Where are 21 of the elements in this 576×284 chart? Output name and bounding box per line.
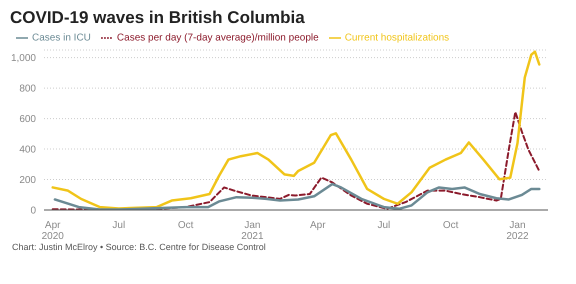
y-tick-label: 800 — [19, 84, 36, 95]
x-tick-label: Apr 2020 — [42, 220, 64, 242]
x-tick-label: Jul — [377, 220, 390, 231]
y-tick-label: 600 — [19, 114, 36, 126]
x-tick-label: Apr — [310, 220, 326, 231]
text: Chart: Justin McElroy • Source: B.C. Centre for Disease Control — [12, 242, 267, 252]
legend-label: Cases in ICU — [32, 32, 91, 44]
x-tick-label: Oct — [178, 220, 194, 231]
line-series — [54, 182, 541, 210]
legend-label: Current hospitalizations — [344, 32, 450, 44]
x-tick-label: Jan 2021 — [241, 220, 264, 242]
y-tick-label: 1,000 — [10, 53, 36, 64]
y-tick-label: 400 — [19, 144, 36, 156]
chart-title: COVID-19 waves in British Columbia — [10, 8, 306, 28]
x-tick-label: Jan 2022 — [506, 220, 530, 242]
x-tick-label: Jul — [112, 220, 126, 231]
line-series — [51, 50, 541, 210]
y-tick-label: 0 — [30, 206, 36, 217]
legend-label: Cases per day (7-day average)/million people — [116, 32, 319, 44]
x-tick-label: Oct — [442, 220, 459, 231]
y-tick-label: 200 — [19, 175, 36, 186]
